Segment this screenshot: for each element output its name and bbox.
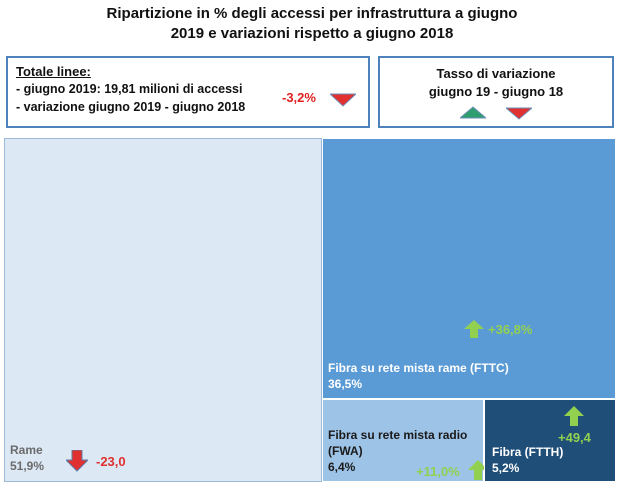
title-line-1: Ripartizione in % degli accessi per infr… — [106, 5, 518, 22]
rame-value: 51,9% — [10, 459, 45, 473]
summary-line-1: - giugno 2019: 19,81 milioni di accessi — [16, 82, 243, 96]
ftth-change: +49,4 — [558, 430, 591, 445]
ftth-value: 5,2% — [492, 461, 520, 475]
rame-down-arrow-icon — [66, 450, 88, 472]
up-arrow-icon — [460, 106, 486, 119]
tile-rame — [4, 138, 322, 482]
summary-line-2: - variazione giugno 2019 - giugno 2018 — [16, 100, 246, 114]
summary-change: -3,2% — [282, 90, 316, 105]
label-rame: Rame 51,9% — [10, 442, 44, 474]
down-arrow-icon — [506, 107, 532, 120]
tile-fttc — [321, 138, 616, 400]
rame-change: -23,0 — [96, 454, 126, 469]
rame-name: Rame — [10, 443, 43, 457]
fwa-name-1: Fibra su rete mista radio — [328, 428, 468, 442]
summary-box: Totale linee: - giugno 2019: 19,81 milio… — [6, 56, 370, 128]
summary-heading: Totale linee: — [16, 64, 91, 79]
ftth-up-arrow-icon — [564, 406, 584, 426]
fttc-up-arrow-icon — [464, 320, 484, 338]
fttc-change: +36,8% — [488, 322, 533, 337]
treemap: Rame 51,9% -23,0 +36,8% Fibra su rete mi… — [4, 138, 616, 482]
legend-box: Tasso di variazione giugno 19 - giugno 1… — [378, 56, 614, 128]
down-arrow-icon — [330, 93, 356, 107]
tile-fwa — [321, 399, 485, 482]
label-ftth: Fibra (FTTH) 5,2% — [492, 444, 563, 476]
chart-title: Ripartizione in % degli accessi per infr… — [0, 4, 624, 44]
fttc-name: Fibra su rete mista rame (FTTC) — [328, 361, 509, 375]
fwa-name-2: (FWA) — [328, 444, 363, 458]
fwa-up-arrow-icon — [468, 460, 488, 480]
fttc-value: 36,5% — [328, 377, 363, 391]
label-fttc: Fibra su rete mista rame (FTTC) 36,5% — [328, 360, 509, 392]
label-fwa: Fibra su rete mista radio (FWA) 6,4% — [328, 427, 467, 475]
ftth-name: Fibra (FTTH) — [492, 445, 564, 459]
fwa-change: +11,0% — [416, 464, 460, 479]
legend-line-2: giugno 19 - giugno 18 — [428, 84, 564, 99]
tile-ftth — [484, 399, 616, 482]
title-line-2: 2019 e variazioni rispetto a giugno 2018 — [170, 25, 454, 42]
legend-line-1: Tasso di variazione — [436, 66, 556, 81]
fwa-value: 6,4% — [328, 460, 356, 474]
